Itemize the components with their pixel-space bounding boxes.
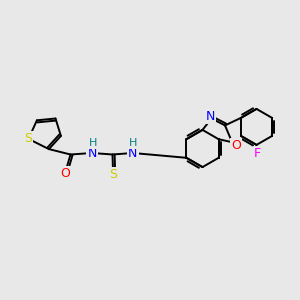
Text: F: F — [254, 147, 261, 160]
Text: O: O — [231, 139, 241, 152]
Text: N: N — [205, 110, 215, 123]
Text: H: H — [129, 138, 138, 148]
Text: H: H — [88, 138, 97, 148]
Text: O: O — [60, 167, 70, 180]
Text: N: N — [128, 147, 138, 160]
Text: S: S — [24, 132, 32, 146]
Text: N: N — [87, 147, 97, 160]
Text: S: S — [109, 167, 117, 181]
